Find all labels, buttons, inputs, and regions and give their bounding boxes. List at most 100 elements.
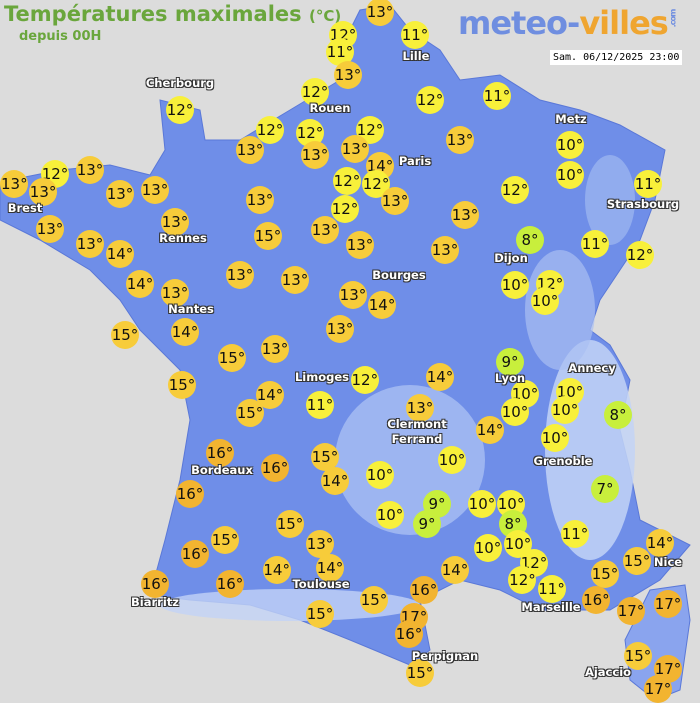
temperature-marker[interactable]: 10° [501,397,529,426]
temperature-marker[interactable]: 13° [366,0,394,26]
logo[interactable]: meteo-villes .com [458,4,678,42]
temperature-marker[interactable]: 14° [126,270,154,298]
temperature-marker[interactable]: 17° [644,675,672,703]
temperature-marker[interactable]: 9° [413,510,441,538]
temperature-marker[interactable]: 14° [441,556,469,584]
temperature-marker[interactable]: 13° [334,61,362,89]
temperature-marker[interactable]: 12° [501,176,529,204]
temperature-marker[interactable]: 12° [356,116,384,144]
temperature-marker[interactable]: 10° [501,271,529,299]
temperature-marker[interactable]: 11° [634,170,662,198]
temperature-marker[interactable]: 15° [624,641,652,670]
temperature-marker[interactable]: 13° [381,187,409,216]
temperature-marker[interactable]: 13° [451,201,479,229]
temperature-marker[interactable]: 16° [261,454,289,482]
temperature-marker[interactable]: 10° [504,530,532,558]
temperature-marker[interactable]: 13° [406,394,434,422]
temperature-marker[interactable]: 16° [410,576,438,604]
temperature-marker[interactable]: 12° [332,167,361,195]
temperature-marker[interactable]: 12° [166,96,194,124]
temperature-marker[interactable]: 15° [591,560,619,588]
temperature-marker[interactable]: 13° [29,177,58,206]
temperature-marker[interactable]: 14° [106,240,134,268]
temperature-marker[interactable]: 12° [331,195,359,223]
temperature-marker[interactable]: 15° [311,443,339,471]
temperature-marker[interactable]: 14° [646,529,674,558]
temperature-marker[interactable]: 10° [556,131,584,159]
temperature-marker[interactable]: 15° [236,399,264,427]
temperature-marker[interactable]: 15° [360,586,388,614]
temperature-marker[interactable]: 10° [551,396,579,424]
temperature-marker[interactable]: 13° [36,215,64,243]
temperature-marker[interactable]: 13° [341,134,369,163]
temperature-marker[interactable]: 14° [321,467,349,495]
temperature-marker[interactable]: 12° [256,116,284,144]
temperature-marker[interactable]: 12° [301,77,329,106]
temperature-marker[interactable]: 13° [161,207,189,236]
temperature-marker[interactable]: 12° [416,86,444,114]
temperature-marker[interactable]: 10° [467,490,496,518]
temperature-marker[interactable]: 13° [226,261,254,289]
temperature-marker[interactable]: 14° [262,556,291,584]
temperature-marker[interactable]: 8° [604,401,632,429]
temperature-marker[interactable]: 16° [582,586,611,614]
temperature-marker[interactable]: 9° [496,348,524,376]
temperature-marker[interactable]: 16° [141,570,169,598]
temperature-marker[interactable]: 16° [181,540,209,568]
temperature-marker[interactable]: 13° [236,136,264,164]
temperature-marker[interactable]: 10° [438,446,466,474]
temperature-marker[interactable]: 13° [301,141,329,169]
temperature-marker[interactable]: 16° [395,620,423,648]
temperature-marker[interactable]: 13° [311,216,339,244]
temperature-marker[interactable]: 10° [376,501,404,529]
temperature-marker[interactable]: 13° [446,126,474,154]
temperature-marker[interactable]: 11° [306,391,334,419]
temperature-marker[interactable]: 13° [338,281,367,309]
temperature-marker[interactable]: 13° [306,530,334,558]
temperature-marker[interactable]: 11° [483,82,511,110]
temperature-marker[interactable]: 13° [261,335,289,363]
temperature-marker[interactable]: 15° [406,658,434,687]
temperature-marker[interactable]: 14° [368,291,397,319]
temperature-marker[interactable]: 13° [0,170,29,198]
temperature-marker[interactable]: 14° [171,318,199,346]
temperature-marker[interactable]: 13° [246,186,274,214]
temperature-marker[interactable]: 14° [426,363,454,391]
temperature-marker[interactable]: 11° [561,520,589,548]
temperature-marker[interactable]: 10° [556,161,584,189]
temperature-marker[interactable]: 13° [141,176,169,204]
temperature-marker[interactable]: 13° [431,236,459,264]
temperature-marker[interactable]: 17° [617,597,645,625]
temperature-marker[interactable]: 15° [111,321,139,349]
temperature-marker[interactable]: 16° [206,439,234,467]
temperature-marker[interactable]: 14° [476,416,504,444]
temperature-marker[interactable]: 8° [516,226,544,254]
temperature-marker[interactable]: 10° [474,534,502,562]
temperature-marker[interactable]: 15° [168,371,196,399]
temperature-marker[interactable]: 16° [176,480,204,508]
temperature-marker[interactable]: 10° [541,424,569,452]
temperature-marker[interactable]: 13° [76,230,104,258]
temperature-marker[interactable]: 15° [211,526,239,554]
temperature-marker[interactable]: 15° [254,222,282,250]
temperature-marker[interactable]: 10° [531,287,559,316]
temperature-marker[interactable]: 15° [218,344,246,372]
temperature-marker[interactable]: 13° [106,180,134,208]
temperature-marker[interactable]: 15° [623,546,651,575]
temperature-marker[interactable]: 13° [346,231,374,259]
temperature-marker[interactable]: 15° [276,510,304,538]
temperature-marker[interactable]: 13° [326,315,354,343]
temperature-marker[interactable]: 12° [508,566,537,595]
temperature-marker[interactable]: 13° [161,278,189,307]
temperature-marker[interactable]: 11° [581,230,609,258]
temperature-marker[interactable]: 16° [216,570,244,598]
temperature-marker[interactable]: 7° [591,475,619,503]
temperature-marker[interactable]: 15° [306,600,334,628]
temperature-marker[interactable]: 10° [366,461,394,489]
temperature-marker[interactable]: 11° [401,21,429,49]
temperature-marker[interactable]: 13° [281,266,309,294]
temperature-marker[interactable]: 13° [76,156,104,184]
temperature-marker[interactable]: 12° [350,366,379,394]
temperature-marker[interactable]: 17° [654,590,682,618]
temperature-marker[interactable]: 14° [316,553,344,582]
